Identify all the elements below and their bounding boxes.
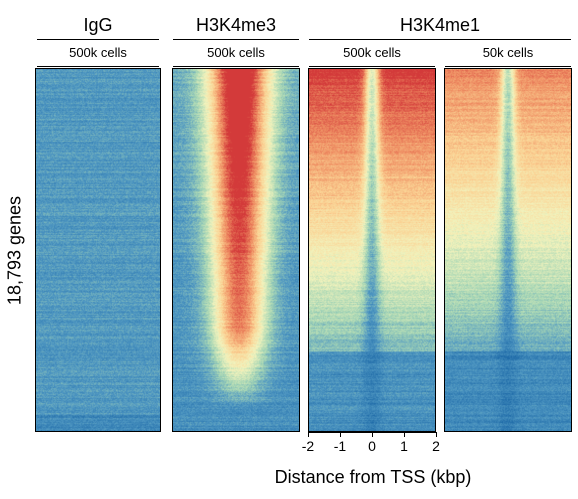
x-tick bbox=[307, 432, 309, 437]
group-rule-h3k4me3 bbox=[173, 39, 299, 40]
heatmap-canvas-igg bbox=[36, 69, 160, 431]
heatmap-canvas-h3k4me1-50k bbox=[445, 69, 571, 431]
x-tick-label: -2 bbox=[301, 438, 315, 454]
heatmap-panel-h3k4me1-50k bbox=[444, 68, 572, 432]
heatmap-panel-h3k4me1-500k bbox=[308, 68, 436, 432]
panel-cells-label-h3k4me1-50k: 50k cells bbox=[482, 45, 534, 60]
x-axis-label: Distance from TSS (kbp) bbox=[274, 467, 472, 487]
x-tick bbox=[435, 432, 437, 437]
panel-rule-h3k4me3 bbox=[173, 66, 299, 67]
x-tick bbox=[371, 432, 373, 437]
group-title-igg: IgG bbox=[83, 15, 113, 35]
group-rule-h3k4me1 bbox=[309, 39, 571, 40]
heatmap-panel-igg bbox=[35, 68, 161, 432]
y-axis-label: 18,793 genes bbox=[4, 195, 25, 306]
panel-rule-h3k4me1-50k bbox=[445, 66, 571, 67]
x-tick-label: 1 bbox=[400, 438, 408, 454]
panel-cells-label-h3k4me3: 500k cells bbox=[207, 45, 265, 60]
x-tick-label: -1 bbox=[333, 438, 347, 454]
group-title-h3k4me1: H3K4me1 bbox=[399, 15, 481, 35]
panel-rule-h3k4me1-500k bbox=[309, 66, 435, 67]
x-tick-label: 2 bbox=[432, 438, 440, 454]
x-tick bbox=[339, 432, 341, 437]
panel-rule-igg bbox=[37, 66, 159, 67]
heatmap-panel-h3k4me3 bbox=[172, 68, 300, 432]
group-title-h3k4me3: H3K4me3 bbox=[195, 15, 277, 35]
x-tick bbox=[403, 432, 405, 437]
panel-cells-label-igg: 500k cells bbox=[69, 45, 127, 60]
heatmap-canvas-h3k4me1-500k bbox=[309, 69, 435, 431]
heatmap-canvas-h3k4me3 bbox=[173, 69, 299, 431]
group-rule-igg bbox=[37, 39, 159, 40]
x-axis-line bbox=[308, 432, 436, 433]
panel-cells-label-h3k4me1-500k: 500k cells bbox=[343, 45, 401, 60]
x-tick-label: 0 bbox=[368, 438, 376, 454]
